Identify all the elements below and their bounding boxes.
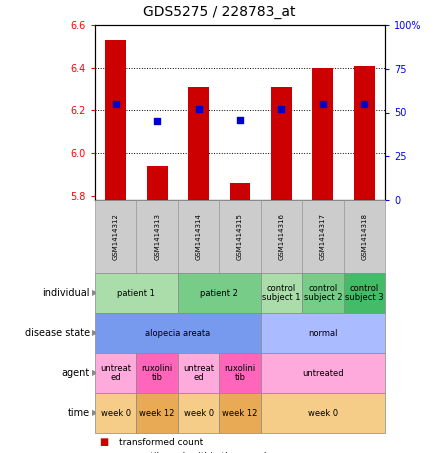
Text: GSM1414317: GSM1414317 <box>320 213 326 260</box>
Text: GSM1414316: GSM1414316 <box>279 213 284 260</box>
Text: disease state: disease state <box>25 328 90 338</box>
Text: ruxolini
tib: ruxolini tib <box>224 364 256 382</box>
Bar <box>230 183 251 200</box>
Bar <box>106 40 126 200</box>
Text: ■: ■ <box>99 437 109 447</box>
Text: individual: individual <box>42 288 90 298</box>
Text: GSM1414315: GSM1414315 <box>237 213 243 260</box>
Point <box>278 106 285 113</box>
Bar <box>312 67 333 200</box>
Bar <box>354 66 374 200</box>
Text: percentile rank within the sample: percentile rank within the sample <box>119 452 272 453</box>
Text: GSM1414314: GSM1414314 <box>196 213 201 260</box>
Bar <box>147 166 167 200</box>
Point <box>154 118 161 125</box>
Text: week 12: week 12 <box>139 409 175 418</box>
Text: week 0: week 0 <box>308 409 338 418</box>
Text: control
subject 3: control subject 3 <box>345 284 384 302</box>
Text: ▶: ▶ <box>92 328 99 337</box>
Text: patient 1: patient 1 <box>117 289 155 298</box>
Bar <box>271 87 292 200</box>
Text: transformed count: transformed count <box>119 438 203 447</box>
Text: patient 2: patient 2 <box>200 289 238 298</box>
Text: ▶: ▶ <box>92 289 99 298</box>
Text: agent: agent <box>62 368 90 378</box>
Point <box>112 100 119 107</box>
Text: ruxolini
tib: ruxolini tib <box>141 364 173 382</box>
Point <box>195 106 202 113</box>
Text: week 0: week 0 <box>184 409 214 418</box>
Text: untreated: untreated <box>302 368 344 377</box>
Text: ■: ■ <box>99 452 109 453</box>
Point <box>361 100 368 107</box>
Point <box>319 100 326 107</box>
Text: ▶: ▶ <box>92 409 99 418</box>
Text: untreat
ed: untreat ed <box>183 364 214 382</box>
Text: time: time <box>68 408 90 418</box>
Text: control
subject 1: control subject 1 <box>262 284 300 302</box>
Text: GSM1414312: GSM1414312 <box>113 213 119 260</box>
Text: alopecia areata: alopecia areata <box>145 328 211 337</box>
Text: GSM1414313: GSM1414313 <box>154 213 160 260</box>
Text: week 0: week 0 <box>101 409 131 418</box>
Text: week 12: week 12 <box>223 409 258 418</box>
Point <box>237 116 244 123</box>
Text: GDS5275 / 228783_at: GDS5275 / 228783_at <box>143 5 295 19</box>
Bar <box>188 87 209 200</box>
Text: control
subject 2: control subject 2 <box>304 284 342 302</box>
Text: untreat
ed: untreat ed <box>100 364 131 382</box>
Text: normal: normal <box>308 328 338 337</box>
Text: GSM1414318: GSM1414318 <box>361 213 367 260</box>
Text: ▶: ▶ <box>92 368 99 377</box>
